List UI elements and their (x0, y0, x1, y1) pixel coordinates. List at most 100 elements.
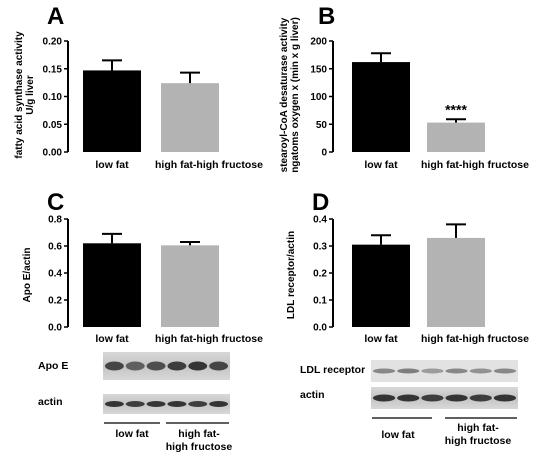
blot-c-apoe-strip (103, 352, 230, 380)
panel-label-d: D (312, 189, 329, 216)
y-tick-label-b: 100 (310, 92, 327, 103)
blot-band-apoe (146, 361, 166, 371)
bar-a-1 (83, 70, 141, 152)
y-axis-label-d-text: LDL receptor/actin (286, 231, 297, 319)
y-tick-label-b: 0 (321, 148, 327, 159)
blot-c-group-label-hf-line1: high fat- (178, 428, 220, 440)
blot-c-actin-bands (105, 401, 228, 407)
panel-c: C Apo E/actin 0.0 0.2 0.4 0.6 0.8 low fat high… (22, 189, 263, 345)
blot-band-actin-c (209, 401, 228, 407)
blot-band-apoe (105, 361, 124, 371)
y-tick-label-a: 0.05 (43, 120, 63, 131)
bar-d-2 (427, 237, 485, 327)
blot-c: Apo E actin low fat high fat- high fruct… (38, 352, 232, 453)
bar-a-2 (161, 83, 219, 152)
blot-band-actin-d (421, 394, 444, 402)
blot-band-apoe (188, 361, 208, 371)
y-tick-label-c: 0.0 (48, 323, 62, 334)
y-tick-label-b: 50 (316, 120, 328, 131)
blot-band-apoe (167, 361, 187, 371)
blot-band-ldlr (373, 368, 396, 374)
y-tick-label-a: 0.10 (43, 92, 63, 103)
category-label-b-2: high fat-high fructose (421, 159, 529, 171)
bar-d-1 (352, 244, 410, 327)
y-tick-label-a: 0.00 (43, 148, 63, 159)
plot-area-a: 0.00 0.05 0.10 0.15 0.20 low fat high fat-high… (43, 37, 264, 172)
blot-c-actin-strip (103, 394, 230, 414)
bar-c-2 (161, 245, 219, 327)
bar-c-1 (83, 243, 141, 327)
blot-c-group-label-low-fat: low fat (115, 428, 149, 440)
blot-band-actin-d (397, 394, 420, 402)
blot-d-row-label-actin: actin (300, 389, 325, 401)
panel-d: D LDL receptor/actin 0.0 0.1 0.2 0.3 0.4 low … (286, 189, 529, 345)
y-axis-label-b-line1: stearoyl-CoA desaturase activity (279, 17, 290, 172)
blot-band-apoe (209, 361, 228, 371)
blot-band-actin-d (493, 394, 516, 402)
y-tick-label-c: 0.6 (48, 242, 62, 253)
y-tick-label-d: 0.0 (313, 323, 327, 334)
blot-band-actin-c (105, 401, 124, 407)
y-tick-label-b: 200 (310, 37, 327, 48)
y-axis-label-a-line1: fatty acid synthase activity (14, 31, 25, 159)
panel-label-c: C (47, 189, 64, 216)
blot-band-ldlr (421, 368, 444, 374)
blot-c-row-label-actin: actin (38, 396, 63, 408)
blot-band-actin-d (445, 394, 468, 402)
blot-d-ldlr-bands (373, 368, 516, 374)
category-label-d-1: low fat (364, 333, 398, 345)
y-tick-label-b: 150 (310, 64, 327, 75)
category-label-c-2: high fat-high fructose (155, 333, 263, 345)
y-tick-label-a: 0.20 (43, 37, 63, 48)
category-label-a-1: low fat (95, 159, 129, 171)
blot-c-group-label-hf-line2: high fructose (166, 441, 233, 453)
y-tick-label-a: 0.15 (43, 64, 63, 75)
blot-band-actin-d (469, 394, 492, 402)
blot-c-apoe-bands (105, 361, 228, 371)
blot-d: LDL receptor actin low fat high fat- hig… (300, 360, 518, 447)
y-axis-label-c-text: Apo E/actin (22, 247, 33, 302)
y-axis-label-a: fatty acid synthase activity U/g liver (14, 31, 36, 159)
blot-band-actin-c (188, 401, 208, 407)
blot-band-actin-c (125, 401, 145, 407)
blot-band-actin-c (167, 401, 187, 407)
category-label-b-1: low fat (364, 159, 398, 171)
y-tick-label-d: 0.1 (313, 296, 327, 307)
category-label-a-2: high fat-high fructose (155, 159, 263, 171)
y-tick-label-c: 0.2 (48, 296, 62, 307)
category-label-c-1: low fat (95, 333, 129, 345)
plot-area-c: 0.0 0.2 0.4 0.6 0.8 low fat high fat-high fruc… (48, 215, 263, 346)
plot-area-d: 0.0 0.1 0.2 0.3 0.4 low fat high fat-high fruc… (313, 215, 529, 346)
blot-d-row-label-ldlr: LDL receptor (300, 364, 365, 376)
y-axis-label-a-line2: U/g liver (25, 75, 36, 115)
panel-label-b: B (318, 3, 335, 30)
y-tick-label-c: 0.4 (48, 269, 62, 280)
blot-c-row-label-apoe: Apo E (38, 360, 68, 372)
significance-b-2: **** (445, 101, 467, 117)
y-axis-label-d: LDL receptor/actin (286, 231, 297, 319)
panel-label-a: A (47, 3, 64, 30)
blot-band-actin-c (146, 401, 166, 407)
y-tick-label-d: 0.4 (313, 215, 327, 226)
panel-b: B stearoyl-CoA desaturase activity ngato… (279, 3, 529, 173)
blot-d-actin-bands (373, 394, 516, 402)
blot-d-group-label-hf-line2: high fructose (445, 435, 512, 447)
y-axis-label-c: Apo E/actin (22, 247, 33, 302)
y-axis-label-b-line2: ngatoms oxygen x (min x g liver) (290, 17, 301, 173)
bar-b-1 (352, 62, 410, 153)
category-label-d-2: high fat-high fructose (421, 333, 529, 345)
blot-d-group-label-hf-line1: high fat- (457, 422, 499, 434)
blot-band-ldlr (493, 368, 516, 374)
panel-a: A fatty acid synthase activity U/g liver… (14, 3, 263, 171)
blot-band-ldlr (469, 368, 492, 374)
blot-band-ldlr (397, 368, 420, 374)
y-axis-label-b: stearoyl-CoA desaturase activity ngatoms… (279, 17, 301, 173)
blot-d-actin-strip (371, 387, 518, 409)
blot-band-actin-d (373, 394, 396, 402)
y-tick-label-d: 0.3 (313, 242, 327, 253)
y-tick-label-d: 0.2 (313, 269, 327, 280)
blot-d-group-label-low-fat: low fat (381, 429, 415, 441)
blot-d-ldlr-strip (371, 360, 518, 382)
blot-band-ldlr (445, 368, 468, 374)
